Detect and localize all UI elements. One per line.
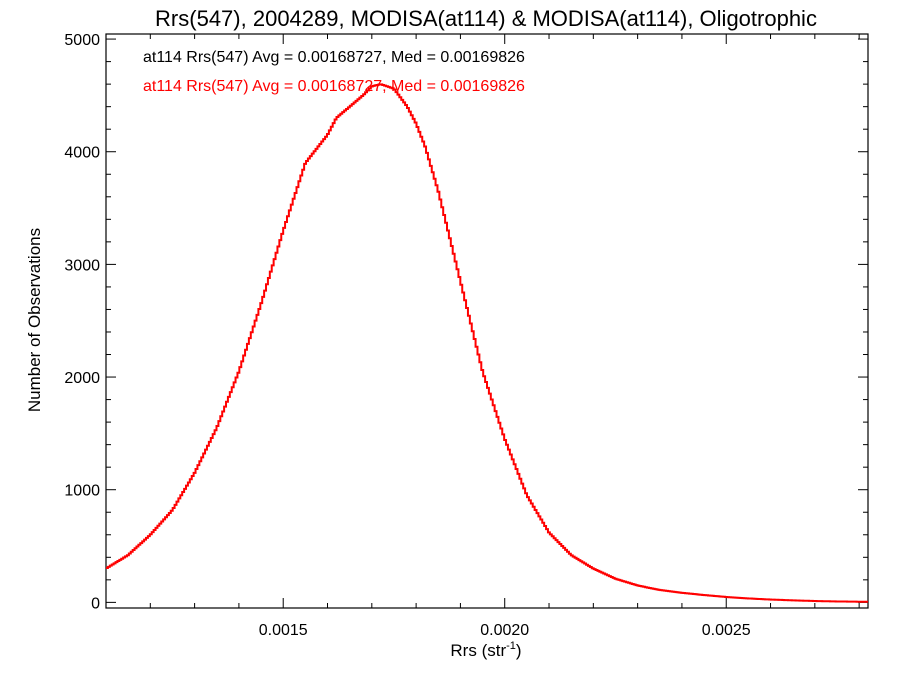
x-axis-label-close: ) [516,641,522,660]
x-axis-label: Rrs (str-1) [450,640,521,660]
annotation-black: at114 Rrs(547) Avg = 0.00168727, Med = 0… [143,49,525,66]
y-axis-label: Number of Observations [25,228,44,412]
x-axis-label-main: Rrs (str [450,641,506,660]
x-axis-label-superscript: -1 [506,640,516,652]
y-tick-label: 4000 [64,145,100,162]
x-tick-label: 0.0020 [480,622,529,639]
annotation-red: at114 Rrs(547) Avg = 0.00168727, Med = 0… [143,78,525,95]
histogram-series-line [106,83,868,603]
y-tick-label: 0 [91,595,100,612]
plot-area: 0 1000 2000 3000 4000 5000 0.0015 0.0020 0.0025 [64,32,869,639]
y-tick-label: 3000 [64,257,100,274]
x-tick-label: 0.0015 [259,622,308,639]
y-tick-label: 2000 [64,370,100,387]
chart-title: Rrs(547), 2004289, MODISA(at114) & MODIS… [155,6,817,31]
y-tick-label: 5000 [64,32,100,49]
plot-frame [105,33,869,609]
y-tick-label: 1000 [64,483,100,500]
x-tick-label: 0.0025 [702,622,751,639]
